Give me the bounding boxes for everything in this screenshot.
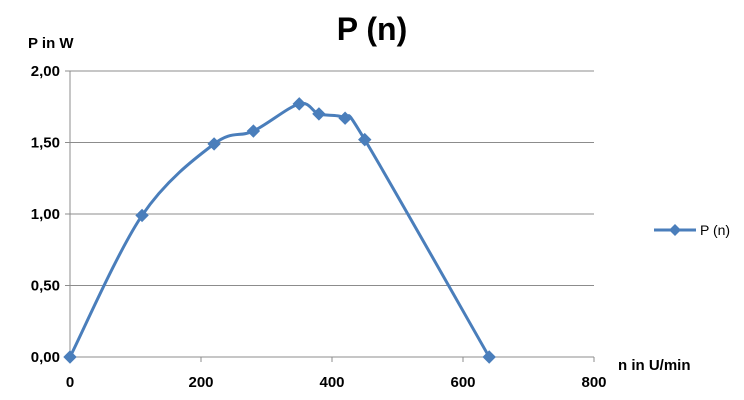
data-point-marker — [246, 124, 261, 138]
y-gridlines — [70, 70, 594, 286]
x-tick-label: 800 — [581, 374, 606, 391]
x-tick-label: 600 — [450, 374, 475, 391]
data-point-marker — [358, 132, 372, 147]
legend-marker-icon — [669, 224, 681, 236]
y-tick-label: 2,00 — [31, 63, 60, 80]
x-tick-label: 0 — [66, 374, 74, 391]
x-tick-labels: 0 200 400 600 800 — [66, 374, 607, 391]
data-point-marker — [207, 137, 221, 151]
y-axis-label: P in W — [28, 35, 74, 52]
legend-label: P (n) — [700, 222, 730, 238]
data-point-marker — [63, 350, 77, 364]
data-point-marker — [135, 208, 149, 223]
y-tick-label: 0,50 — [31, 278, 60, 295]
series-markers — [63, 97, 496, 364]
x-axis-label: n in U/min — [618, 357, 691, 374]
y-tick-label: 0,00 — [31, 349, 60, 366]
data-point-marker — [482, 350, 496, 364]
data-point-marker — [338, 111, 352, 125]
data-point-marker — [292, 97, 306, 111]
y-tick-labels: 0,00 0,50 1,00 1,50 2,00 — [31, 63, 60, 366]
y-tick-label: 1,00 — [31, 206, 60, 223]
chart-title: P (n) — [337, 11, 408, 47]
y-tick-label: 1,50 — [31, 135, 60, 152]
series-line — [68, 101, 491, 358]
series-line-path — [68, 101, 491, 358]
x-tick-label: 200 — [188, 374, 213, 391]
legend: P (n) — [654, 222, 730, 238]
x-tick-label: 400 — [319, 374, 344, 391]
data-point-marker — [312, 107, 326, 121]
